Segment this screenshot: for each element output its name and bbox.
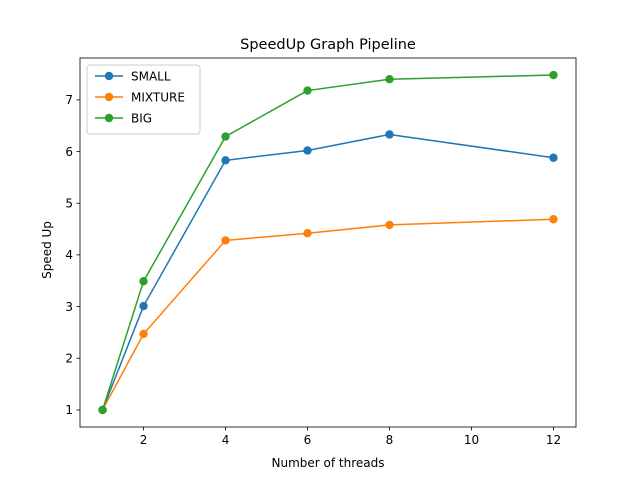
y-tick-label: 2 (65, 352, 73, 366)
series-line-mixture (101, 218, 554, 411)
data-point-small (549, 153, 558, 162)
data-point-small (221, 156, 230, 165)
legend-label-mixture: MIXTURE (131, 90, 185, 104)
data-point-small (139, 301, 148, 311)
series-line-small (101, 133, 554, 411)
y-tick-label: 6 (65, 145, 73, 159)
legend: SMALL MIXTURE BIG (86, 64, 201, 135)
y-tick-label: 7 (65, 93, 73, 107)
chart-title: SpeedUp Graph Pipeline (240, 37, 416, 53)
data-point-mixture (385, 220, 394, 230)
data-point-big (303, 86, 312, 95)
legend-label-small: SMALL (131, 69, 171, 83)
x-tick-label: 6 (304, 433, 312, 447)
x-tick-label: 2 (140, 433, 148, 447)
x-tick-label: 12 (546, 433, 561, 447)
data-point-big (549, 70, 558, 80)
data-point-mixture (139, 329, 148, 339)
y-tick-label: 1 (65, 403, 73, 417)
data-point-big (139, 277, 148, 286)
data-point-small (303, 146, 312, 155)
data-point-mixture (303, 228, 312, 238)
data-point-mixture (549, 215, 558, 224)
series-line-big (101, 74, 554, 411)
x-tick-label: 10 (464, 433, 479, 447)
y-axis-label: Speed Up (40, 221, 54, 279)
series-layer (98, 70, 558, 415)
axes-frame (79, 57, 577, 428)
x-axis-label: Number of threads (272, 456, 385, 470)
series-big (98, 70, 558, 415)
legend-marker-mixture (104, 92, 114, 102)
x-tick-label: 8 (386, 433, 394, 447)
legend-box (86, 64, 201, 135)
y-tick-label: 4 (65, 248, 73, 262)
legend-label-big: BIG (131, 111, 152, 125)
x-tick-label: 4 (222, 433, 230, 447)
plot-area (79, 57, 577, 428)
legend-marker-small (104, 71, 114, 81)
data-point-big (385, 74, 394, 84)
data-point-big (221, 132, 230, 141)
data-point-mixture (221, 236, 230, 245)
legend-marker-big (104, 113, 114, 123)
y-tick-label: 5 (65, 197, 73, 211)
data-point-big (98, 405, 107, 415)
data-point-small (385, 130, 394, 139)
y-tick-label: 3 (65, 300, 73, 314)
